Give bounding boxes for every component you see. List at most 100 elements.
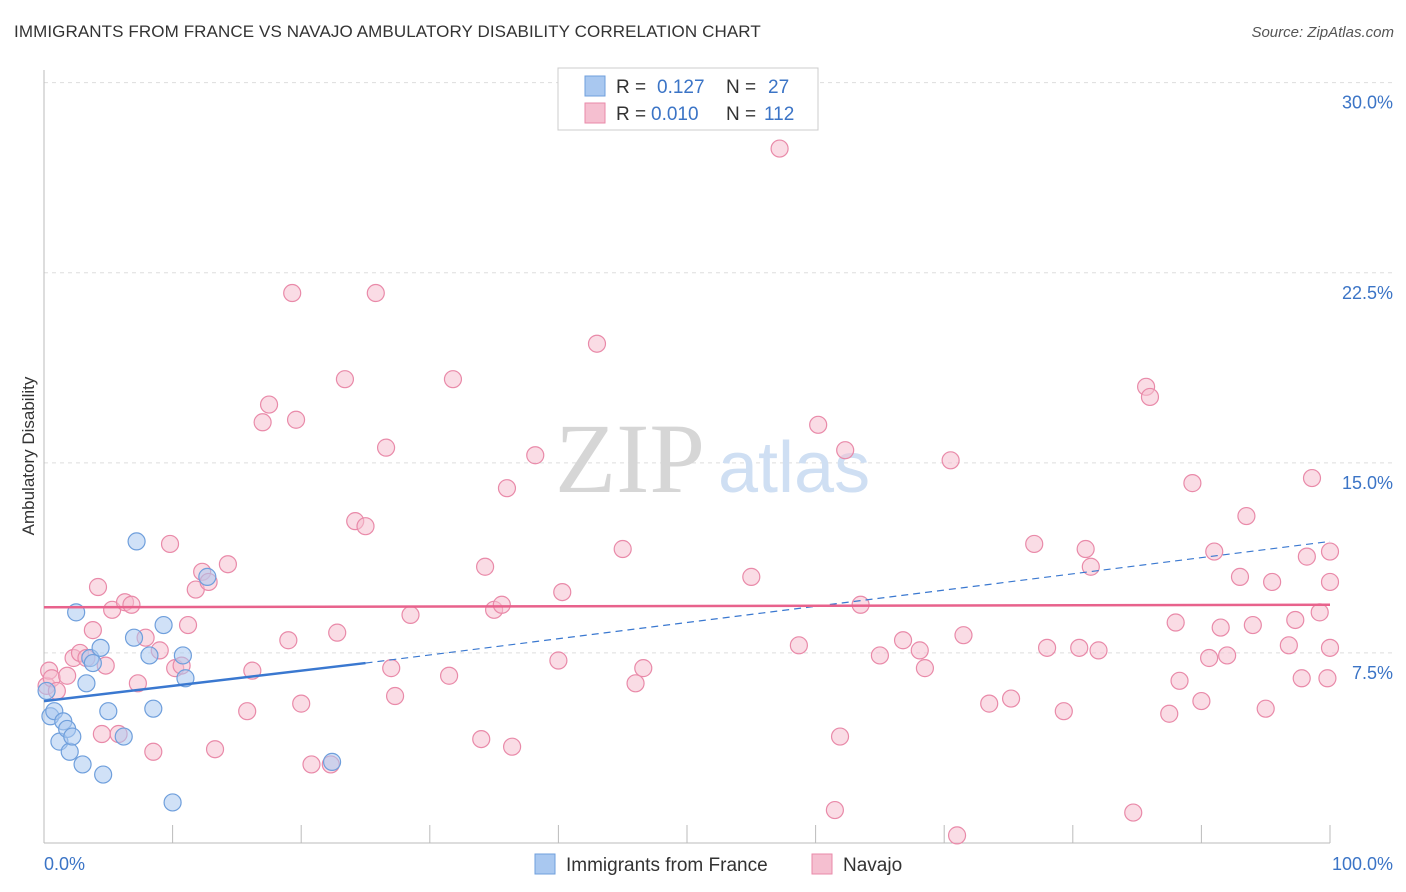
navajo-point [1205,542,1224,561]
series-legend-label-blue: Immigrants from France [566,855,768,876]
navajo-point [1218,646,1237,665]
navajo-point [947,826,967,845]
navajo-point [549,651,568,670]
navajo-point [634,659,653,678]
y-tick-label: 22.5% [1342,283,1393,303]
navajo-point [122,595,141,614]
navajo-point [1320,638,1340,657]
chart-title: IMMIGRANTS FROM FRANCE VS NAVAJO AMBULAT… [14,22,761,41]
navajo-trend-line [43,603,1331,609]
france-point [163,793,182,812]
france-point [37,681,56,701]
france-point [322,752,342,771]
series-legend-label-pink: Navajo [843,855,902,876]
navajo-point [376,438,396,457]
navajo-point [742,567,761,586]
x-tick-labels: 0.0% 100.0% [44,854,1393,874]
france-point [73,755,92,774]
france-point [94,765,113,784]
navajo-point [1076,539,1095,559]
navajo-point [789,636,808,655]
navajo-point [292,694,311,713]
navajo-point [443,370,463,389]
trend-lines [43,540,1331,703]
navajo-point [128,674,147,693]
legend-r-label-2: R = [616,104,646,125]
france-point [99,702,118,721]
navajo-point [92,724,111,744]
watermark-atlas: atlas [718,428,870,508]
legend-n-value-1: 27 [768,77,789,98]
navajo-point [259,395,279,414]
navajo-point [1310,603,1329,622]
source-label: Source: ZipAtlas.com [1251,24,1394,41]
navajo-point [302,755,321,774]
navajo-point [1297,547,1316,566]
navajo-point [385,686,405,706]
france-point [124,628,144,647]
navajo-point [825,800,844,820]
x-tick-label-left: 0.0% [44,854,85,874]
france-trend-line [43,661,366,703]
navajo-point [1192,691,1211,711]
navajo-point [1230,567,1250,586]
navajo-point [613,539,632,559]
france-point [83,653,102,673]
legend-r-value-1: 0.127 [657,77,705,98]
navajo-point [286,410,306,429]
navajo-point [1256,699,1275,718]
x-tick-label-right: 100.0% [1332,854,1393,874]
navajo-point [1286,610,1305,630]
navajo-point [83,621,102,640]
legend-swatch-blue [584,75,606,97]
navajo-point [941,451,960,470]
y-tick-label: 15.0% [1342,473,1393,493]
navajo-point [328,623,347,642]
navajo-point [1124,803,1143,822]
france-point [176,669,195,688]
data-points [37,139,1340,845]
france-point [127,532,146,551]
navajo-point [980,694,999,713]
legend-r-value-2: 0.010 [651,104,699,125]
navajo-point [954,626,973,645]
legend-swatch-pink [584,102,606,124]
france-point [144,699,163,718]
series-legend: Immigrants from France Navajo [534,853,902,876]
navajo-point [1025,534,1044,554]
legend-n-value-2: 112 [764,104,794,125]
navajo-point [178,615,198,635]
navajo-point [492,595,511,614]
legend-n-label-1: N = [726,77,756,98]
navajo-point [870,646,890,665]
france-point [154,615,173,635]
navajo-point [626,674,645,693]
navajo-point [1166,613,1185,632]
navajo-point [205,740,225,759]
navajo-point [893,631,913,650]
navajo-point [1302,468,1322,488]
navajo-point [1089,641,1108,660]
navajo-point [218,555,237,574]
navajo-point [1211,618,1230,637]
watermark-zip: ZIP [555,403,705,514]
navajo-point [279,631,298,650]
navajo-point [915,659,935,678]
navajo-point [1237,506,1256,526]
navajo-point [830,727,850,746]
france-point [60,742,79,761]
france-point [198,567,217,586]
navajo-point [587,334,607,353]
navajo-point [1070,638,1089,657]
france-trend-extension [365,540,1331,664]
navajo-point [439,666,459,685]
navajo-point [1037,638,1057,657]
y-tick-label: 30.0% [1342,93,1393,113]
series-legend-swatch-pink [811,853,833,875]
navajo-point [526,446,545,465]
y-tick-label: 7.5% [1352,663,1393,683]
navajo-point [253,413,272,432]
navajo-point [497,479,517,498]
navajo-point [1279,636,1298,655]
series-legend-swatch-blue [534,853,556,875]
